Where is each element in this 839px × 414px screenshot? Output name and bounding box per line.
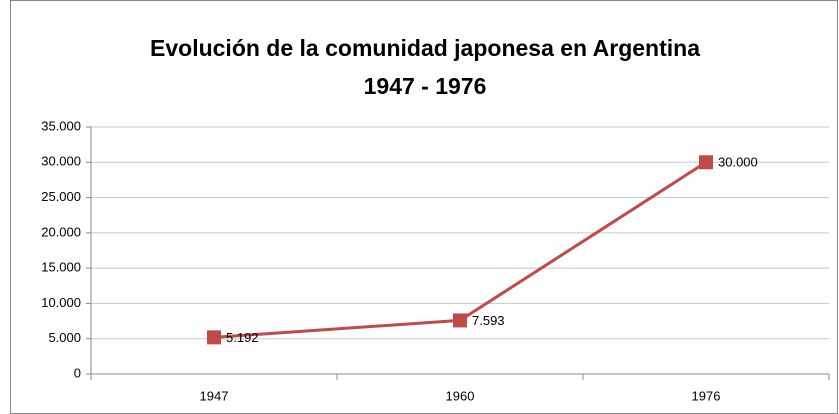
y-tick-label: 30.000 — [41, 154, 81, 169]
y-tick-label: 15.000 — [41, 260, 81, 275]
data-label: 5.192 — [226, 330, 259, 345]
chart-title: Evolución de la comunidad japonesa en Ar… — [150, 35, 700, 61]
x-tick-label: 1976 — [692, 388, 721, 403]
data-label: 30.000 — [718, 155, 758, 170]
y-tick-label: 20.000 — [41, 224, 81, 239]
chart-subtitle: 1947 - 1976 — [364, 73, 487, 99]
marker — [699, 155, 713, 170]
marker — [453, 313, 467, 328]
data-label: 7.593 — [472, 313, 505, 328]
marker — [207, 330, 221, 345]
y-tick-label: 0 — [74, 365, 81, 380]
y-tick-label: 25.000 — [41, 189, 81, 204]
y-tick-label: 10.000 — [41, 295, 81, 310]
x-tick-label: 1960 — [446, 388, 475, 403]
chart-border — [10, 0, 838, 414]
x-tick-label: 1947 — [200, 388, 229, 403]
y-tick-label: 5.000 — [48, 330, 81, 345]
y-tick-label: 35.000 — [41, 118, 81, 133]
